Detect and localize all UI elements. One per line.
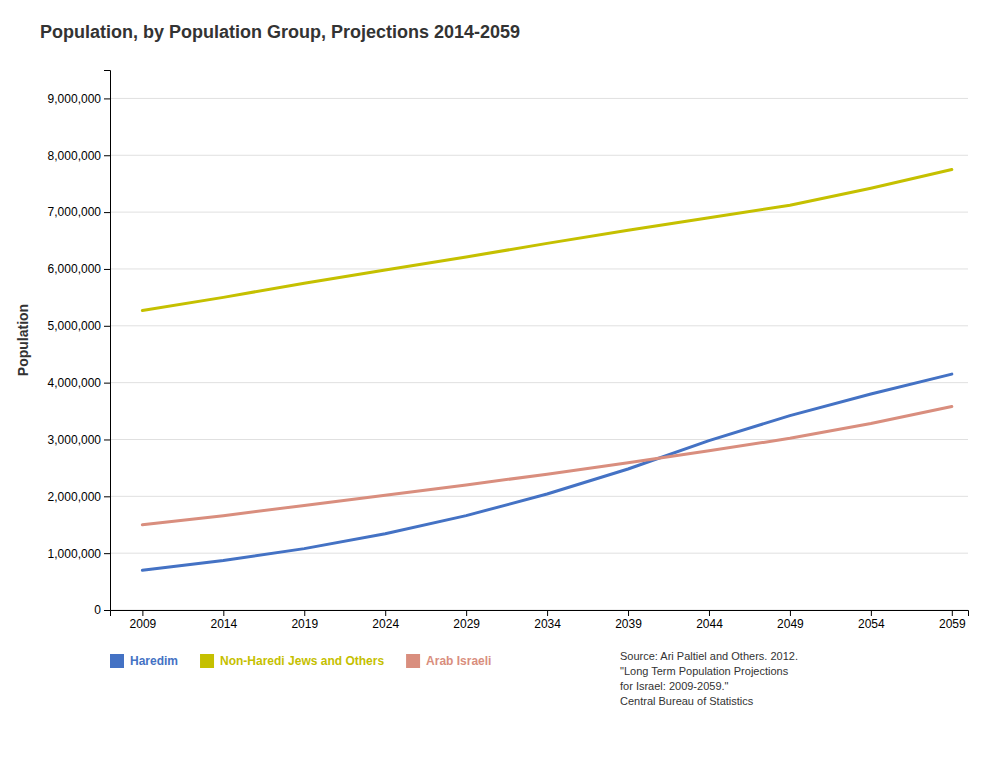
x-tick-mark xyxy=(709,610,710,616)
x-tick-label: 2024 xyxy=(372,617,399,631)
x-tick-label: 2034 xyxy=(534,617,561,631)
y-tick: 7,000,000 xyxy=(48,205,110,219)
x-tick-mark xyxy=(628,610,629,616)
y-tick-mark xyxy=(104,439,110,440)
x-tick-mark xyxy=(871,610,872,616)
legend-item: Haredim xyxy=(110,654,178,668)
legend-label: Non-Haredi Jews and Others xyxy=(220,654,384,668)
plot-area xyxy=(142,169,951,570)
legend-swatch xyxy=(110,654,124,668)
y-tick: 0 xyxy=(94,603,110,617)
x-tick-mark xyxy=(466,610,467,616)
legend: Haredim Non-Haredi Jews and Others Arab Is… xyxy=(110,654,491,668)
y-tick: 6,000,000 xyxy=(48,262,110,276)
x-tick-label: 2049 xyxy=(777,617,804,631)
title: Population, by Population Group, Project… xyxy=(40,22,520,42)
y-tick-label: 1,000,000 xyxy=(48,546,102,560)
y-tick-label: 0 xyxy=(94,603,101,617)
series-line xyxy=(142,407,951,525)
x-tick-label: 2029 xyxy=(453,617,480,631)
y-tick-mark xyxy=(104,496,110,497)
y-tick-label: 4,000,000 xyxy=(48,376,102,390)
x-tick-label: 2039 xyxy=(615,617,642,631)
y-axis-line xyxy=(104,71,111,611)
y-tick-label: 8,000,000 xyxy=(48,149,102,163)
y-tick: 9,000,000 xyxy=(48,92,110,106)
x-tick: 2019 xyxy=(291,610,318,631)
x-tick-label: 2014 xyxy=(210,617,237,631)
legend-swatch xyxy=(200,654,214,668)
x-tick: 2024 xyxy=(372,610,399,631)
x-tick-mark xyxy=(790,610,791,616)
x-tick-mark xyxy=(547,610,548,616)
x-tick: 2039 xyxy=(615,610,642,631)
x-tick: 2009 xyxy=(130,610,157,631)
legend-label: Haredim xyxy=(130,654,178,668)
grid-line xyxy=(110,155,968,156)
y-tick: 4,000,000 xyxy=(48,376,110,390)
grid-line xyxy=(110,212,968,213)
y-tick-label: 7,000,000 xyxy=(48,205,102,219)
y-tick: 2,000,000 xyxy=(48,490,110,504)
grid-line xyxy=(110,382,968,383)
grid-line xyxy=(110,553,968,554)
x-tick: 2014 xyxy=(210,610,237,631)
x-tick-label: 2019 xyxy=(291,617,318,631)
grid-line xyxy=(110,439,968,440)
x-tick-mark xyxy=(952,610,953,616)
x-axis-line xyxy=(111,611,969,617)
x-tick: 2034 xyxy=(534,610,561,631)
series-line xyxy=(142,169,951,310)
grid-line xyxy=(110,98,968,99)
x-tick: 2059 xyxy=(939,610,966,631)
x-axis: 2009 2014 2019 2024 2029 2034 2039 2044 2049 2054… xyxy=(111,610,969,631)
y-tick: 1,000,000 xyxy=(48,546,110,560)
y-tick-label: 6,000,000 xyxy=(48,262,102,276)
y-tick-mark xyxy=(104,383,110,384)
y-tick-mark xyxy=(104,98,110,99)
x-tick: 2054 xyxy=(858,610,885,631)
grid-line xyxy=(110,268,968,269)
y-axis-title: Population xyxy=(15,304,31,376)
x-tick-label: 2044 xyxy=(696,617,723,631)
x-tick-mark xyxy=(304,610,305,616)
y-tick-label: 2,000,000 xyxy=(48,490,102,504)
y-tick-label: 5,000,000 xyxy=(48,319,102,333)
x-tick-label: 2054 xyxy=(858,617,885,631)
y-tick-label: 3,000,000 xyxy=(48,433,102,447)
x-tick-mark xyxy=(223,610,224,616)
legend-item: Non-Haredi Jews and Others xyxy=(200,654,384,668)
x-tick: 2029 xyxy=(453,610,480,631)
y-tick-mark xyxy=(104,326,110,327)
legend-label: Arab Israeli xyxy=(426,654,491,668)
grid xyxy=(110,98,968,610)
y-tick-mark xyxy=(104,155,110,156)
chart: 2009 2014 2019 2024 2029 2034 2039 2044 2049 2054… xyxy=(0,0,1008,770)
legend-swatch xyxy=(406,654,420,668)
y-axis: 0 1,000,000 2,000,000 3,000,000 4,000,000 5,0… xyxy=(48,71,111,618)
y-tick: 3,000,000 xyxy=(48,433,110,447)
y-tick: 5,000,000 xyxy=(48,319,110,333)
y-tick-mark xyxy=(104,610,110,611)
y-tick-mark xyxy=(104,212,110,213)
grid-line xyxy=(110,325,968,326)
y-tick-mark xyxy=(104,269,110,270)
annotation: Source: Ari Paltiel and Others. 2012."Lo… xyxy=(620,650,798,707)
y-tick-mark xyxy=(104,553,110,554)
x-tick-label: 2059 xyxy=(939,617,966,631)
y-tick-label: 9,000,000 xyxy=(48,92,102,106)
x-tick-label: 2009 xyxy=(130,617,157,631)
x-tick-mark xyxy=(142,610,143,616)
y-tick: 8,000,000 xyxy=(48,149,110,163)
x-tick-mark xyxy=(385,610,386,616)
x-tick: 2049 xyxy=(777,610,804,631)
legend-item: Arab Israeli xyxy=(406,654,491,668)
series-line xyxy=(142,374,951,570)
x-tick: 2044 xyxy=(696,610,723,631)
